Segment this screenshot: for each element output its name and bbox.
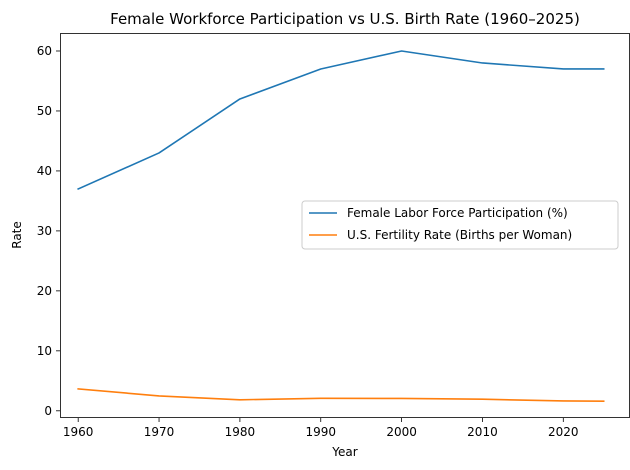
- y-axis-label: Rate: [10, 221, 24, 249]
- y-tick-label: 10: [37, 344, 52, 358]
- y-tick-label: 40: [37, 164, 52, 178]
- plot-area: 1960 1970 1980 1990 2000 2010 2020 0 10 20 30 40 50 6…: [37, 33, 630, 439]
- x-tick-label: 2010: [467, 425, 498, 439]
- x-tick-label: 2020: [548, 425, 579, 439]
- y-tick-label: 60: [37, 44, 52, 58]
- legend-label-2: U.S. Fertility Rate (Births per Woman): [347, 228, 572, 242]
- x-tick-label: 1990: [305, 425, 336, 439]
- y-tick-label: 0: [44, 404, 52, 418]
- y-tick-label: 30: [37, 224, 52, 238]
- chart-title: Female Workforce Participation vs U.S. B…: [110, 10, 580, 28]
- x-tick-label: 1970: [144, 425, 175, 439]
- legend: Female Labor Force Participation (%) U.S.…: [301, 200, 619, 250]
- series-line-2: [77, 388, 605, 403]
- x-tick-label: 1960: [63, 425, 94, 439]
- x-tick-label: 1980: [225, 425, 256, 439]
- x-tick-label: 2000: [386, 425, 417, 439]
- x-axis-label: Year: [331, 445, 357, 459]
- y-tick-label: 50: [37, 104, 52, 118]
- y-tick-label: 20: [37, 284, 52, 298]
- legend-box: [301, 200, 619, 250]
- series-line-1: [77, 50, 605, 190]
- legend-label-1: Female Labor Force Participation (%): [347, 206, 568, 220]
